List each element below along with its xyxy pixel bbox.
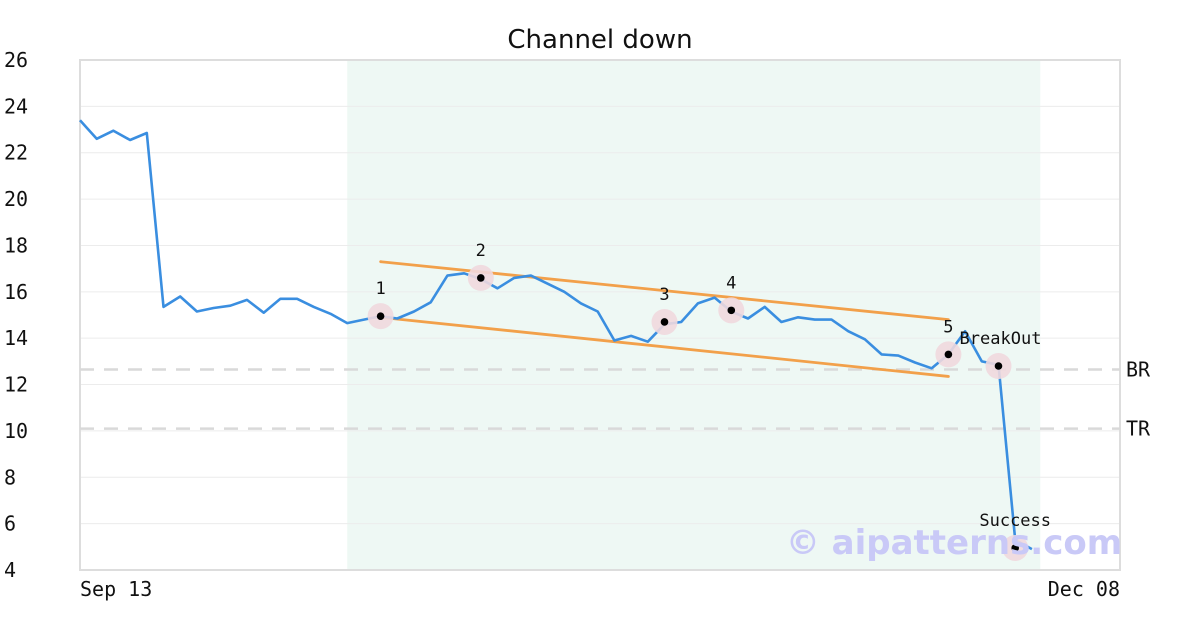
y-tick-label: 14 (4, 326, 28, 350)
point-marker (944, 350, 953, 359)
level-label: TR (1126, 417, 1151, 441)
pattern-points: 1 2 3 4 5 BreakOut Success (367, 241, 1051, 561)
y-axis-ticks: 4 6 8 10 12 14 16 18 20 22 24 26 (4, 48, 28, 582)
point-marker (1011, 544, 1019, 552)
grid-lines (80, 105, 1120, 525)
y-tick-label: 10 (4, 419, 28, 443)
y-tick-label: 24 (4, 94, 28, 118)
y-tick-label: 18 (4, 233, 28, 257)
point-label: 4 (726, 273, 736, 293)
point-marker (477, 274, 485, 282)
point-label: Success (979, 511, 1051, 531)
watermark: © aipatterns.com (786, 523, 1122, 563)
channel-line (379, 315, 950, 378)
y-tick-label: 8 (4, 465, 16, 489)
y-tick-label: 26 (4, 48, 28, 72)
point-label: 5 (943, 317, 953, 337)
point-label: 1 (375, 279, 385, 299)
chart-title: Channel down (507, 25, 692, 55)
y-tick-label: 22 (4, 141, 28, 165)
level-lines: BR TR (80, 357, 1151, 441)
level-label: BR (1126, 357, 1151, 381)
x-tick-label: Sep 13 (80, 577, 152, 601)
x-tick-label: Dec 08 (1048, 577, 1120, 601)
price-line-series (79, 119, 1033, 551)
point-marker (660, 318, 669, 326)
point-marker (376, 312, 385, 320)
plot-frame (79, 59, 1121, 571)
point-marker (727, 306, 736, 315)
point-label: 2 (476, 241, 486, 261)
y-tick-label: 20 (4, 187, 28, 211)
y-tick-label: 6 (4, 512, 16, 536)
y-tick-label: 16 (4, 280, 28, 304)
point-label: BreakOut (960, 329, 1042, 349)
point-label: 3 (659, 285, 669, 305)
pattern-highlight-band (347, 60, 1041, 570)
x-axis-ticks: Sep 13 Dec 08 (80, 577, 1120, 601)
y-tick-label: 12 (4, 373, 28, 397)
point-marker (994, 362, 1003, 370)
y-tick-label: 4 (4, 558, 16, 582)
